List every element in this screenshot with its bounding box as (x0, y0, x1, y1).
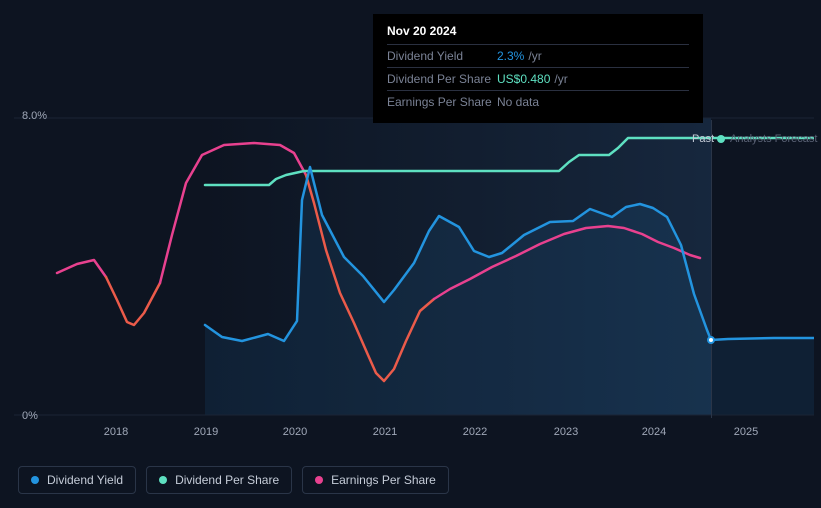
chart-legend: Dividend Yield Dividend Per Share Earnings… (18, 466, 449, 494)
past-forecast-divider (711, 120, 712, 418)
tooltip-metric-unit: /yr (554, 72, 567, 86)
legend-dot-icon (315, 476, 323, 484)
tooltip-row: Dividend Yield2.3% /yr (387, 44, 689, 67)
tooltip-metric-value: US$0.480 (497, 72, 550, 86)
legend-dot-icon (31, 476, 39, 484)
y-axis-label: 8.0% (22, 110, 47, 122)
past-label: Past (692, 133, 714, 145)
x-axis-label: 2023 (554, 426, 578, 438)
chart-tooltip: Nov 20 2024 Dividend Yield2.3%/yrDividen… (373, 14, 703, 123)
x-axis-label: 2025 (734, 426, 758, 438)
tooltip-metric-label: Earnings Per Share (387, 95, 497, 109)
tooltip-metric-value: 2.3% (497, 49, 524, 63)
tooltip-metric-label: Dividend Per Share (387, 72, 497, 86)
x-axis-label: 2024 (642, 426, 666, 438)
cursor-marker-icon (707, 336, 715, 344)
x-axis-label: 2021 (373, 426, 397, 438)
legend-label: Earnings Per Share (331, 473, 436, 487)
legend-item[interactable]: Earnings Per Share (302, 466, 449, 494)
legend-item[interactable]: Dividend Per Share (146, 466, 292, 494)
forecast-label: Analysts Forecast (730, 133, 817, 145)
x-axis-label: 2018 (104, 426, 128, 438)
tooltip-row: Dividend Per ShareUS$0.480/yr (387, 67, 689, 90)
legend-label: Dividend Yield (47, 473, 123, 487)
legend-dot-icon (159, 476, 167, 484)
x-axis-label: 2022 (463, 426, 487, 438)
y-axis-label: 0% (22, 410, 38, 422)
tooltip-row: Earnings Per ShareNo data (387, 90, 689, 113)
legend-label: Dividend Per Share (175, 473, 279, 487)
forecast-dot-icon (717, 135, 725, 143)
tooltip-metric-label: Dividend Yield (387, 49, 497, 63)
tooltip-metric-value: No data (497, 95, 539, 109)
tooltip-date: Nov 20 2024 (387, 24, 689, 44)
tooltip-metric-unit: /yr (528, 49, 541, 63)
x-axis-label: 2020 (283, 426, 307, 438)
legend-item[interactable]: Dividend Yield (18, 466, 136, 494)
x-axis-label: 2019 (194, 426, 218, 438)
